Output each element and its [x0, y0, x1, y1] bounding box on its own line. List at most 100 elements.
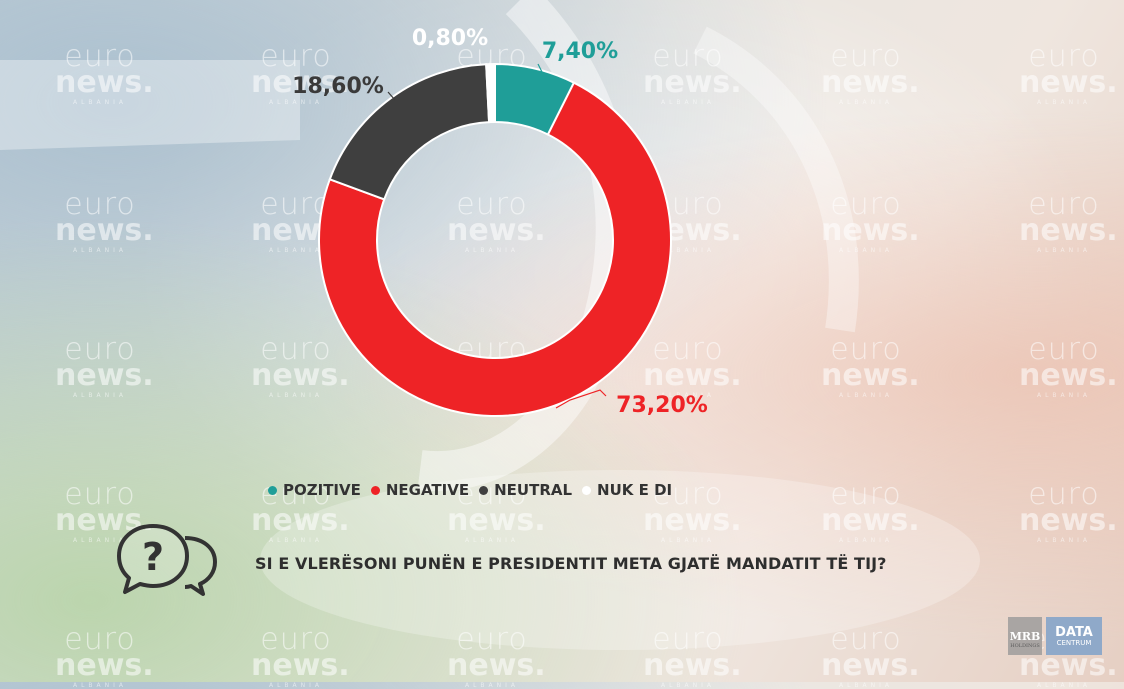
- watermark-text: ALBANIA: [72, 682, 128, 689]
- watermark-text: news.: [643, 503, 742, 538]
- data-logo-subtext: CENTRUM: [1056, 638, 1092, 647]
- watermark-text: news.: [821, 358, 920, 393]
- watermark-text: euro: [456, 622, 528, 657]
- watermark-text: news.: [1019, 503, 1118, 538]
- watermark-text: euro: [1028, 332, 1100, 367]
- watermark-text: ALBANIA: [464, 682, 520, 689]
- watermark-text: euro: [1028, 187, 1100, 222]
- legend-dot-icon: [268, 485, 277, 495]
- data-logo-text: DATA: [1055, 624, 1093, 640]
- watermark-text: news.: [447, 648, 546, 683]
- watermark-text: news.: [55, 213, 154, 248]
- watermark-text: euro: [456, 187, 528, 222]
- mrb-logo-text: MRB: [1009, 630, 1041, 643]
- watermark-text: ALBANIA: [268, 247, 324, 254]
- watermark-text: euro: [260, 187, 332, 222]
- watermark-text: ALBANIA: [838, 99, 894, 106]
- watermark-text: ALBANIA: [1036, 392, 1092, 399]
- watermark-text: ALBANIA: [268, 392, 324, 399]
- watermark-text: euro: [652, 622, 724, 657]
- watermark-text: news.: [821, 648, 920, 683]
- watermark-text: news.: [821, 503, 920, 538]
- watermark-text: news.: [251, 503, 350, 538]
- watermark-text: news.: [55, 65, 154, 100]
- watermark-text: news.: [1019, 648, 1118, 683]
- legend-label: POZITIVE: [283, 481, 361, 499]
- watermark-text: news.: [251, 358, 350, 393]
- watermark-text: euro: [64, 622, 136, 657]
- watermark-text: news.: [251, 65, 350, 100]
- survey-question: SI E VLERËSONI PUNËN E PRESIDENTIT META …: [255, 554, 887, 573]
- watermark-text: ALBANIA: [838, 247, 894, 254]
- watermark-text: news.: [55, 648, 154, 683]
- label-nuk-e-di: 0,80%: [412, 26, 488, 51]
- legend-dot-icon: [479, 485, 489, 495]
- watermark-text: news.: [447, 503, 546, 538]
- watermark-text: ALBANIA: [660, 392, 716, 399]
- watermark-text: ALBANIA: [268, 99, 324, 106]
- watermark-text: euro: [830, 332, 902, 367]
- watermark-text: euro: [64, 187, 136, 222]
- watermark-text: euro: [260, 477, 332, 512]
- legend-label: NEGATIVE: [385, 481, 470, 499]
- watermark-text: euro: [830, 477, 902, 512]
- mrb-logo-subtext: HOLDINGS: [1010, 643, 1040, 649]
- leader-line: [387, 91, 396, 101]
- watermark-text: euro: [260, 622, 332, 657]
- watermark-text: ALBANIA: [268, 537, 324, 544]
- watermark-text: ALBANIA: [1036, 537, 1092, 544]
- watermark-text: news.: [643, 358, 742, 393]
- legend-item: NEUTRAL: [479, 481, 572, 499]
- watermark-text: ALBANIA: [660, 682, 716, 689]
- legend-item: NEGATIVE: [370, 481, 470, 499]
- watermark-text: ALBANIA: [1036, 247, 1092, 254]
- watermark-text: news.: [643, 648, 742, 683]
- watermark-text: euro: [652, 332, 724, 367]
- watermark-text: euro: [1028, 39, 1100, 74]
- watermark-text: ALBANIA: [838, 537, 894, 544]
- watermark-text: ALBANIA: [838, 682, 894, 689]
- legend-dot-icon: [370, 485, 380, 495]
- watermark-text: news.: [821, 65, 920, 100]
- legend-item: POZITIVE: [268, 481, 361, 499]
- watermark-text: ALBANIA: [660, 247, 716, 254]
- data-centrum-logo: DATA CENTRUM: [1046, 617, 1102, 655]
- label-pozitive: 7,40%: [542, 39, 618, 64]
- watermark-text: ALBANIA: [464, 537, 520, 544]
- legend-dot-icon: [582, 485, 592, 495]
- legend-label: NUK E DI: [597, 481, 673, 499]
- watermark-text: ALBANIA: [1036, 99, 1092, 106]
- watermark-text: news.: [55, 358, 154, 393]
- label-neutral: 18,60%: [292, 74, 384, 99]
- watermark-text: euro: [64, 332, 136, 367]
- watermark-text: euro: [456, 477, 528, 512]
- watermark-text: euro: [830, 39, 902, 74]
- slice-nuk-e-di: [485, 62, 496, 124]
- watermark-text: euro: [830, 187, 902, 222]
- watermark-text: ALBANIA: [72, 392, 128, 399]
- watermark-text: news.: [643, 65, 742, 100]
- watermark-text: euro: [64, 39, 136, 74]
- chart-legend: POZITIVE NEGATIVE NEUTRAL NUK E DI: [268, 480, 682, 500]
- watermark-text: news.: [1019, 213, 1118, 248]
